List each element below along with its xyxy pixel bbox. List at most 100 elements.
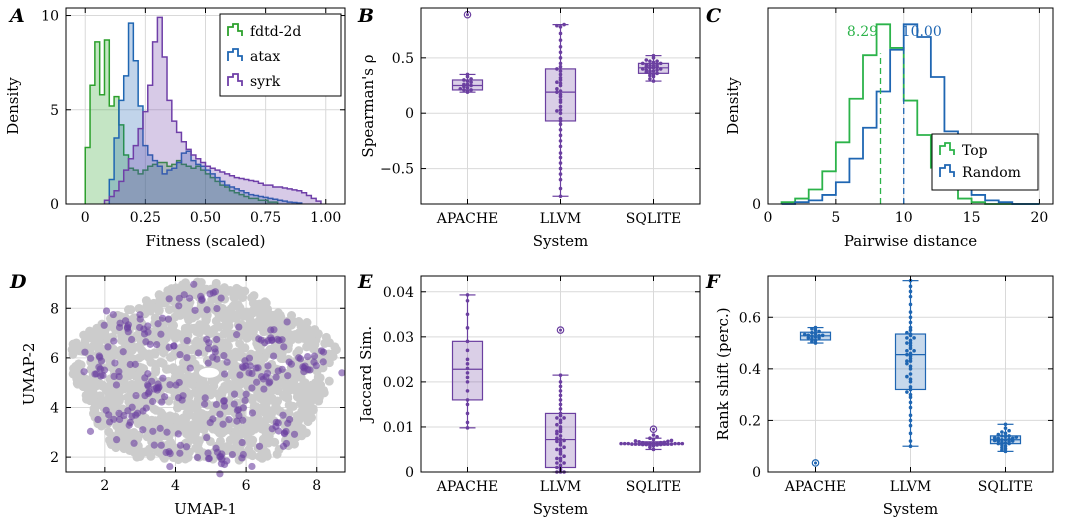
background-point [234, 432, 244, 442]
legend-box [219, 13, 342, 97]
data-point [465, 420, 470, 425]
data-point [465, 362, 470, 366]
data-point [161, 393, 169, 401]
background-point [265, 345, 275, 355]
panel-f: 0 0.2 0.4 0.6 APACHE LLVM SQLITE System Rank shi… [705, 271, 1054, 518]
data-point [290, 430, 299, 438]
data-point [562, 461, 566, 465]
data-point [651, 63, 656, 68]
data-point [272, 418, 280, 426]
data-point [908, 439, 913, 443]
background-point [91, 381, 101, 391]
data-point [558, 172, 563, 176]
background-point [87, 342, 97, 352]
data-point [669, 438, 674, 443]
background-point [225, 285, 235, 295]
data-point [200, 400, 209, 408]
data-point [248, 384, 256, 392]
data-point [817, 329, 821, 334]
data-point [213, 304, 221, 313]
data-point [183, 336, 191, 345]
panel-c: 0 5 10 15 20 0 8.29 10.00 Top Random Pairwise dist… [706, 5, 1054, 250]
data-point [465, 82, 470, 87]
data-point [651, 437, 656, 442]
data-point [558, 69, 563, 73]
data-point [209, 353, 217, 361]
data-point [216, 410, 224, 418]
data-point [136, 315, 144, 323]
data-point [176, 449, 184, 457]
data-point [908, 405, 913, 410]
background-point [134, 330, 144, 340]
data-point [558, 393, 563, 398]
data-point [810, 337, 814, 341]
panel-letter-D: D [9, 271, 27, 293]
background-point [229, 361, 239, 371]
data-point [465, 375, 470, 380]
data-point [802, 332, 807, 337]
legend-icon-Random [939, 164, 955, 177]
data-point [170, 342, 178, 350]
data-point [110, 337, 118, 345]
histogram-line-syrk [103, 16, 322, 204]
data-point [905, 374, 909, 379]
background-point [196, 282, 206, 292]
data-point [284, 419, 292, 427]
background-point [306, 339, 316, 349]
background-point [119, 384, 129, 394]
background-point [321, 332, 331, 342]
x-tick-label: SQLITE [626, 211, 681, 227]
data-point [153, 340, 161, 349]
data-point [810, 330, 814, 335]
data-point [648, 63, 652, 68]
background-point [263, 313, 273, 323]
data-point [113, 436, 121, 444]
data-point [558, 161, 563, 165]
data-point [558, 75, 563, 80]
data-point [810, 339, 814, 344]
data-point [465, 79, 470, 83]
data-point [908, 310, 913, 314]
data-point [1000, 448, 1004, 452]
data-point [655, 62, 659, 67]
background-point [222, 324, 232, 334]
data-point [219, 420, 227, 428]
data-point [908, 302, 913, 307]
data-point [132, 391, 140, 400]
background-point [170, 312, 180, 322]
background-point [187, 422, 197, 432]
y-tick-label: 0.5 [392, 51, 414, 67]
background-point [246, 416, 256, 426]
data-point [555, 23, 559, 28]
data-point [673, 441, 677, 446]
data-point [120, 411, 128, 420]
data-point [806, 336, 811, 340]
background-point [191, 443, 201, 453]
data-point [555, 416, 559, 420]
legend-label: syrk [250, 74, 281, 90]
data-point [648, 441, 652, 445]
data-point [658, 440, 663, 445]
data-point [908, 289, 913, 294]
y-tick-label: 0 [405, 106, 414, 122]
background-point [174, 285, 184, 295]
data-point [558, 434, 563, 438]
data-point [213, 335, 221, 344]
data-point [996, 432, 1001, 437]
data-point [252, 364, 260, 372]
data-point [116, 319, 124, 327]
x-axis-label: System [883, 500, 939, 518]
data-point [622, 441, 627, 446]
data-point [285, 358, 293, 366]
background-point [230, 380, 240, 390]
data-point [206, 290, 214, 298]
data-point [465, 426, 470, 430]
background-point [67, 345, 77, 355]
data-point [175, 294, 183, 302]
panel-letter-B: B [357, 5, 374, 27]
data-point [908, 431, 913, 436]
data-point [558, 411, 563, 416]
data-point [242, 390, 250, 398]
background-point [254, 351, 264, 361]
x-tick-label: 8 [312, 478, 321, 494]
